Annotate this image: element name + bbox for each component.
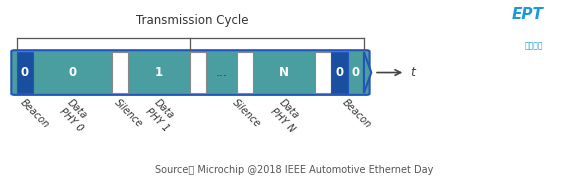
Text: Data
PHY 1: Data PHY 1 — [144, 98, 179, 133]
Text: 0: 0 — [68, 66, 76, 79]
Bar — [315, 52, 331, 93]
FancyBboxPatch shape — [11, 50, 370, 95]
Bar — [112, 52, 128, 93]
Text: 0: 0 — [352, 66, 360, 79]
Text: ...: ... — [216, 66, 228, 79]
Bar — [331, 52, 348, 93]
Bar — [190, 52, 206, 93]
Text: Beacon: Beacon — [18, 98, 50, 130]
Text: t: t — [410, 66, 415, 79]
Bar — [17, 52, 33, 93]
Text: Silence: Silence — [113, 98, 145, 130]
Text: Data
PHY N: Data PHY N — [269, 98, 305, 134]
Text: Beacon: Beacon — [340, 98, 372, 130]
Text: 辉星科技: 辉星科技 — [525, 41, 543, 50]
Text: EPT: EPT — [512, 7, 543, 23]
Text: Silence: Silence — [231, 98, 263, 130]
Bar — [237, 52, 253, 93]
Text: N: N — [279, 66, 289, 79]
Text: 0: 0 — [21, 66, 29, 79]
Text: Transmission Cycle: Transmission Cycle — [136, 14, 248, 27]
Text: Data
PHY 0: Data PHY 0 — [57, 98, 93, 133]
Polygon shape — [364, 52, 371, 93]
Text: Source： Microchip @2018 IEEE Automotive Ethernet Day: Source： Microchip @2018 IEEE Automotive … — [155, 165, 434, 175]
Text: 0: 0 — [336, 66, 344, 79]
Text: 1: 1 — [155, 66, 163, 79]
